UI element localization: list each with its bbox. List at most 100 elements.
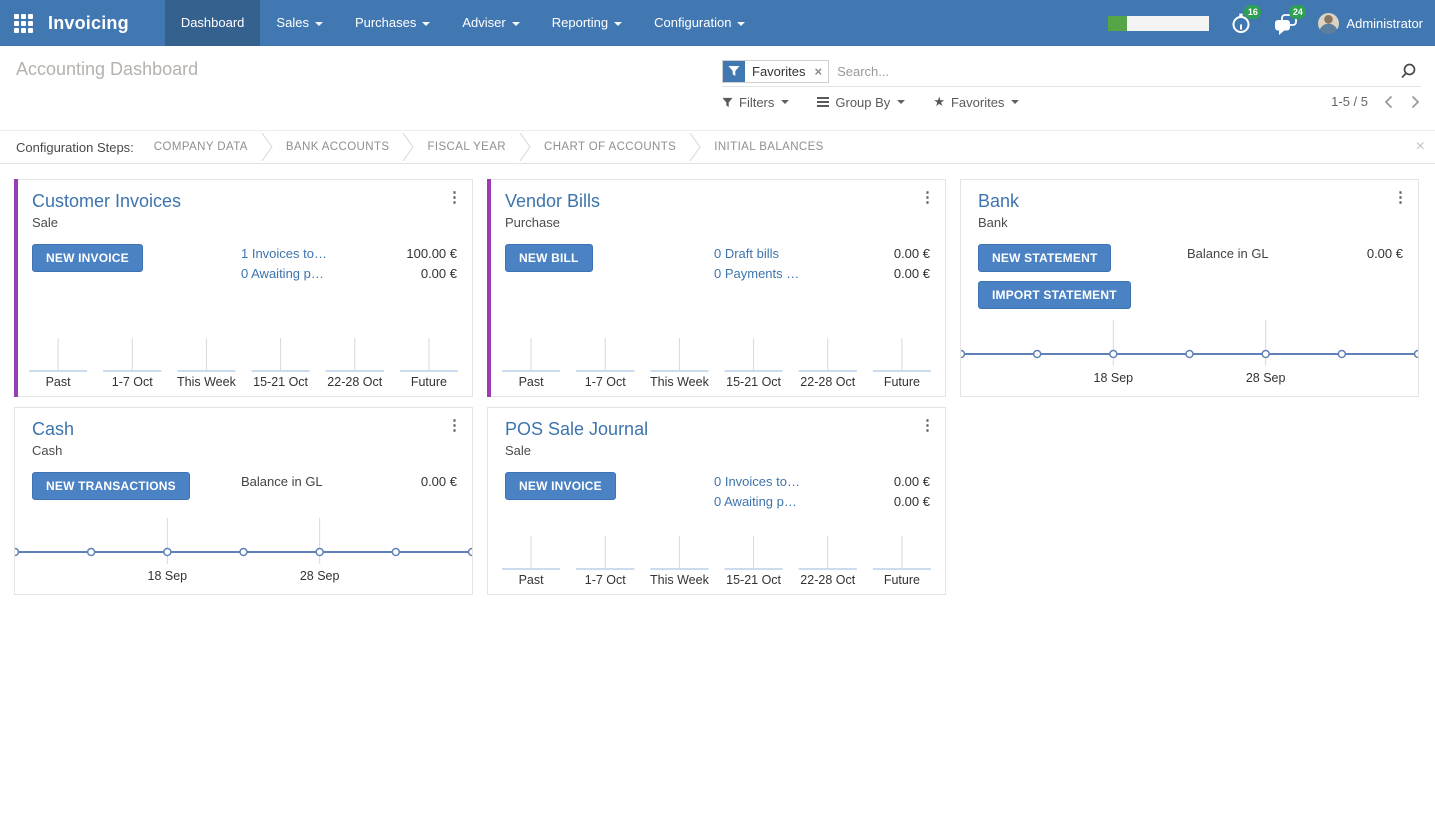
stat-amount: 0.00 € (1366, 246, 1403, 261)
journal-title[interactable]: Bank (978, 191, 1020, 211)
favorites-dropdown[interactable]: ★ Favorites (933, 94, 1020, 110)
facet-remove-icon[interactable]: × (814, 63, 823, 79)
planner-progressbar[interactable] (1108, 15, 1210, 31)
kebab-menu-icon[interactable]: ⋮ (447, 417, 462, 434)
svg-text:1-7 Oct: 1-7 Oct (112, 375, 154, 389)
progressbar-fill (1108, 15, 1127, 31)
invoices-to-validate-link[interactable]: 0 Invoices to… (714, 474, 800, 489)
journal-card-bank: ⋮ Bank Bank NEW STATEMENT IMPORT STATEME… (960, 179, 1419, 397)
journal-subtitle: Bank (978, 215, 1008, 230)
stat-amount: 0.00 € (893, 493, 930, 509)
menu-reporting[interactable]: Reporting (536, 0, 638, 46)
journal-card-cash: ⋮ Cash Cash NEW TRANSACTIONS Balance in … (14, 407, 473, 595)
step-separator-icon (261, 133, 273, 161)
facet-label: Favorites (752, 63, 806, 79)
svg-text:Past: Past (519, 573, 545, 587)
new-transactions-button[interactable]: NEW TRANSACTIONS (32, 472, 190, 500)
journal-title[interactable]: Customer Invoices (32, 191, 182, 211)
filter-funnel-icon (723, 60, 745, 82)
group-by-icon (817, 97, 830, 107)
menu-configuration[interactable]: Configuration (638, 0, 761, 46)
menu-purchases[interactable]: Purchases (339, 0, 446, 46)
svg-text:28 Sep: 28 Sep (300, 569, 340, 583)
svg-text:1-7 Oct: 1-7 Oct (585, 375, 627, 389)
journal-title[interactable]: POS Sale Journal (505, 419, 649, 439)
filters-dropdown[interactable]: Filters (722, 95, 790, 110)
kebab-menu-icon[interactable]: ⋮ (920, 417, 935, 434)
menu-adviser[interactable]: Adviser (446, 0, 535, 46)
step-bank-accounts[interactable]: BANK ACCOUNTS (285, 141, 390, 153)
journal-stats: 0 Invoices to… 0.00 € 0 Awaiting p… 0.00… (714, 473, 930, 511)
star-icon: ★ (933, 94, 945, 109)
svg-text:18 Sep: 18 Sep (1094, 371, 1134, 385)
step-company-data[interactable]: COMPANY DATA (153, 141, 248, 153)
invoices-to-validate-link[interactable]: 1 Invoices to… (241, 246, 327, 261)
new-statement-button[interactable]: NEW STATEMENT (978, 244, 1112, 272)
journal-title[interactable]: Cash (32, 419, 75, 439)
menu-dashboard[interactable]: Dashboard (164, 0, 261, 46)
stat-amount: 0.00 € (420, 265, 457, 281)
kebab-menu-icon[interactable]: ⋮ (920, 189, 935, 206)
journal-graph[interactable]: 18 Sep 28 Sep (961, 316, 1418, 388)
new-bill-button[interactable]: NEW BILL (505, 244, 593, 272)
step-chart-of-accounts[interactable]: CHART OF ACCOUNTS (544, 141, 677, 153)
journal-subtitle: Cash (32, 443, 63, 458)
svg-text:This Week: This Week (177, 375, 237, 389)
journal-subtitle: Purchase (505, 215, 560, 230)
menu-label: Dashboard (180, 15, 245, 30)
journal-stats: 1 Invoices to… 100.00 € 0 Awaiting p… 0.… (241, 245, 457, 283)
pager-previous-button[interactable] (1384, 95, 1393, 109)
journal-title[interactable]: Vendor Bills (505, 191, 601, 211)
step-separator-icon (689, 133, 701, 161)
menu-label: Configuration (654, 15, 732, 30)
chevron-down-icon (781, 100, 790, 104)
journal-stats: Balance in GL 0.00 € (1187, 245, 1403, 264)
new-invoice-button[interactable]: NEW INVOICE (32, 244, 143, 272)
svg-text:Future: Future (884, 375, 920, 389)
svg-text:22-28 Oct: 22-28 Oct (800, 573, 855, 587)
user-menu[interactable]: Administrator (1318, 12, 1423, 34)
journal-card-pos-sale-journal: ⋮ POS Sale Journal Sale NEW INVOICE 0 In… (487, 407, 946, 595)
awaiting-payments-link[interactable]: 0 Awaiting p… (241, 265, 324, 281)
import-statement-button[interactable]: IMPORT STATEMENT (978, 281, 1131, 309)
draft-bills-link[interactable]: 0 Draft bills (714, 246, 780, 261)
grid-icon (13, 13, 33, 33)
journal-graph[interactable]: 18 Sep 28 Sep (15, 514, 472, 586)
step-separator-icon (519, 133, 531, 161)
navbar-right: 16 24 Administrator (1108, 0, 1435, 46)
new-invoice-button[interactable]: NEW INVOICE (505, 472, 616, 500)
svg-text:Past: Past (519, 375, 545, 389)
close-icon[interactable]: × (1415, 138, 1425, 155)
configuration-steps-bar: Configuration Steps: COMPANY DATA BANK A… (0, 130, 1435, 164)
search-input[interactable] (829, 63, 1400, 79)
menu-sales[interactable]: Sales (260, 0, 339, 46)
chevron-down-icon (1011, 100, 1020, 104)
chevron-down-icon (314, 21, 323, 26)
kebab-menu-icon[interactable]: ⋮ (1393, 189, 1408, 206)
balance-in-gl-label: Balance in GL (1187, 246, 1269, 261)
svg-text:Future: Future (411, 375, 447, 389)
activities-button[interactable]: 16 (1228, 5, 1262, 36)
journal-graph[interactable]: Past 1-7 Oct This Week 15-21 Oct 22-28 Oct Fu… (488, 530, 945, 588)
journal-graph[interactable]: Past 1-7 Oct This Week 15-21 Oct 22-28 Oct Fu… (488, 332, 945, 390)
journal-stats: Balance in GL 0.00 € (241, 473, 457, 492)
stat-amount: 0.00 € (893, 265, 930, 281)
payments-link[interactable]: 0 Payments … (714, 265, 800, 281)
search-icon[interactable] (1400, 63, 1417, 80)
journal-graph[interactable]: Past 1-7 Oct This Week 15-21 Oct 22-28 Oct Fu… (15, 332, 472, 390)
step-initial-balances[interactable]: INITIAL BALANCES (714, 141, 824, 153)
search-facet-favorites: Favorites × (722, 59, 830, 83)
svg-text:1-7 Oct: 1-7 Oct (585, 573, 627, 587)
step-fiscal-year[interactable]: FISCAL YEAR (427, 141, 506, 153)
chevron-down-icon (614, 21, 623, 26)
app-title[interactable]: Invoicing (48, 13, 129, 33)
apps-menu-icon[interactable] (0, 0, 46, 46)
group-by-dropdown[interactable]: Group By (817, 94, 906, 110)
group-by-label: Group By (835, 94, 891, 110)
pager-next-button[interactable] (1411, 95, 1420, 109)
step-separator-icon (402, 133, 415, 161)
messages-button[interactable]: 24 (1273, 5, 1307, 36)
awaiting-payments-link[interactable]: 0 Awaiting p… (714, 493, 797, 509)
kebab-menu-icon[interactable]: ⋮ (447, 189, 462, 206)
dashboard-content: ⋮ Customer Invoices Sale NEW INVOICE 1 I… (0, 164, 1435, 825)
